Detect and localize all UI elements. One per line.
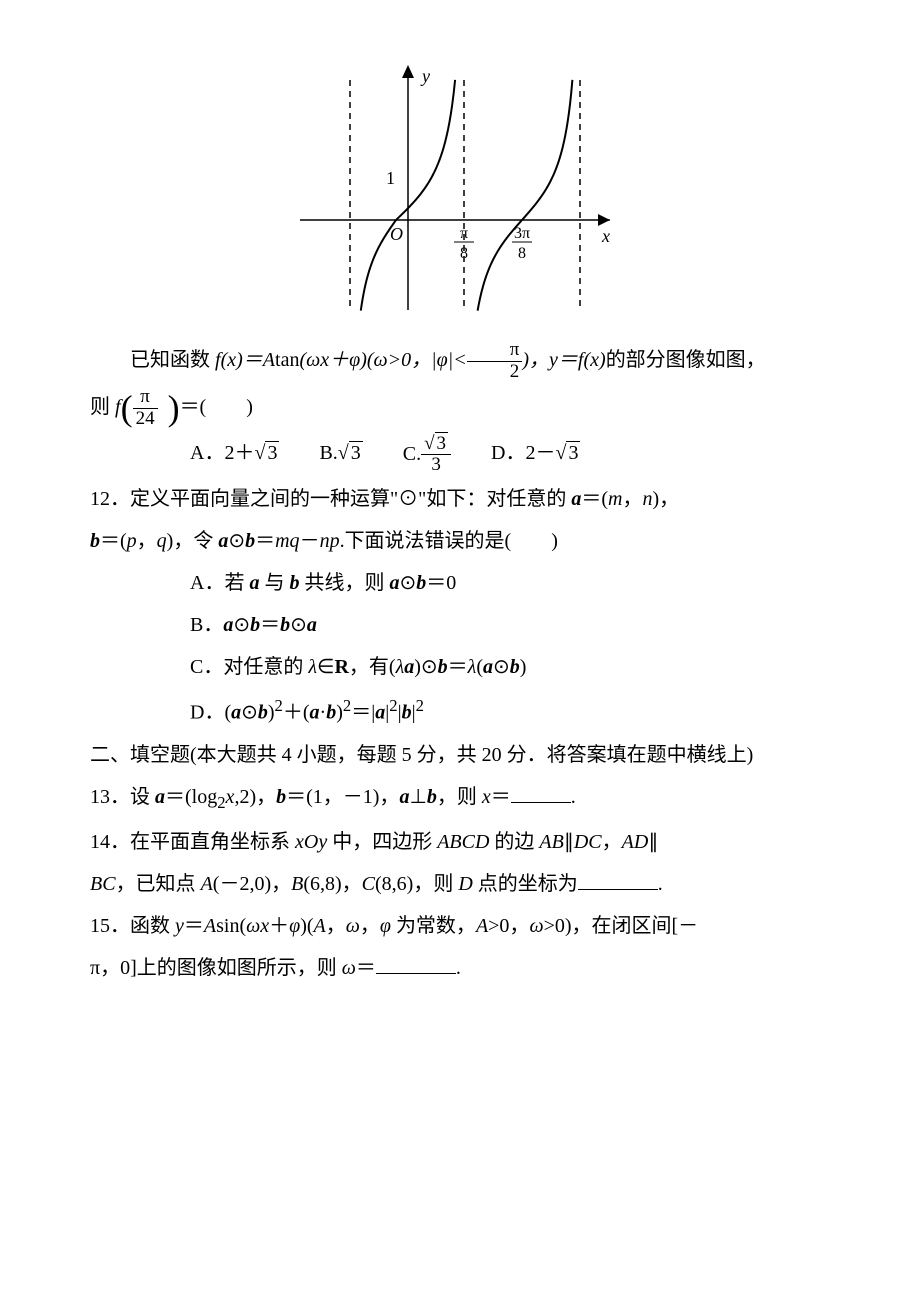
lparen: ( — [121, 390, 133, 426]
q15-b: . — [456, 957, 461, 979]
q11-stem-line2: 则 f(π24 )＝( ) — [90, 387, 830, 430]
rparen: ) — [168, 390, 180, 426]
svg-text:8: 8 — [460, 245, 468, 262]
q12-options: A．若 a 与 b 共线，则 a⊙b＝0 B．a⊙b＝b⊙a C．对任意的 λ∈… — [90, 564, 830, 732]
q15-line2: π，0]上的图像如图所示，则 ω＝. — [90, 949, 830, 987]
q11-arg: π24 — [133, 387, 158, 430]
q11-line2a: 则 f — [90, 396, 121, 418]
q15-blank — [376, 953, 456, 974]
section2-title: 二、填空题(本大题共 4 小题，每题 5 分，共 20 分．将答案填在题中横线上… — [90, 736, 830, 774]
q14-line1: 14．在平面直角坐标系 xOy 中，四边形 ABCD 的边 AB∥DC，AD∥ — [90, 823, 830, 861]
q11-line2b: ＝( ) — [180, 396, 253, 418]
q11-options: A．2＋√3 B.√3 C.√33 D．2－√3 — [90, 434, 830, 477]
q12-line2: b＝(p，q)，令 a⊙b＝mq－np.下面说法错误的是( ) — [90, 522, 830, 560]
q14-line2: BC，已知点 A(－2,0)，B(6,8)，C(8,6)，则 D 点的坐标为. — [90, 865, 830, 903]
q11-text-a: 已知函数 — [130, 349, 215, 371]
q11-opt-b: B.√3 — [319, 434, 362, 477]
q11-text-c: )，y＝f(x)的部分图像如图， — [522, 349, 765, 371]
svg-text:3π: 3π — [514, 225, 530, 242]
q14-num: 14． — [90, 831, 130, 853]
q14-b: . — [658, 873, 663, 895]
q11-text-b: (x)＝Atan(ωx＋φ)(ω>0，|φ|< — [221, 349, 467, 371]
q12-line1: 12．定义平面向量之间的一种运算"⊙"如下：对任意的 a＝(m，n)， — [90, 480, 830, 518]
q11-half-pi: π2 — [467, 340, 523, 383]
svg-text:y: y — [420, 66, 430, 86]
q13-blank — [511, 782, 571, 803]
svg-text:O: O — [390, 224, 403, 244]
q15-line1: 15．函数 y＝Asin(ωx＋φ)(A，ω，φ 为常数，A>0，ω>0)，在闭… — [90, 907, 830, 945]
svg-text:π: π — [460, 225, 468, 242]
q15-num: 15． — [90, 915, 130, 937]
svg-text:8: 8 — [518, 245, 526, 262]
q13-a: 设 — [130, 786, 155, 808]
q12-stem-a: 定义平面向量之间的一种运算"⊙"如下：对任意的 — [130, 488, 571, 510]
svg-text:x: x — [601, 226, 610, 246]
q13-c: . — [571, 786, 576, 808]
q14-blank — [578, 869, 658, 890]
q11-stem-line1: 已知函数 f(x)＝Atan(ωx＋φ)(ω>0，|φ|<π2)，y＝f(x)的… — [90, 340, 830, 383]
q12-opt-c: C．对任意的 λ∈R，有(λa)⊙b＝λ(a⊙b) — [190, 648, 830, 686]
q12-opt-b: B．a⊙b＝b⊙a — [190, 606, 830, 644]
q11-opt-d: D．2－√3 — [491, 434, 580, 477]
q12-opt-a: A．若 a 与 b 共线，则 a⊙b＝0 — [190, 564, 830, 602]
q12-num: 12． — [90, 488, 130, 510]
tan-graph-figure: y x O 1 π 8 3π 8 — [290, 60, 630, 320]
q12-opt-d: D．(a⊙b)2＋(a·b)2＝|a|2|b|2 — [190, 690, 830, 732]
q11-opt-a: A．2＋√3 — [190, 434, 279, 477]
q13-num: 13． — [90, 786, 130, 808]
q13: 13．设 a＝(log2x,2)，b＝(1，－1)，a⊥b，则 x＝. — [90, 778, 830, 819]
svg-text:1: 1 — [386, 168, 395, 188]
q11-opt-c: C.√33 — [403, 434, 451, 477]
